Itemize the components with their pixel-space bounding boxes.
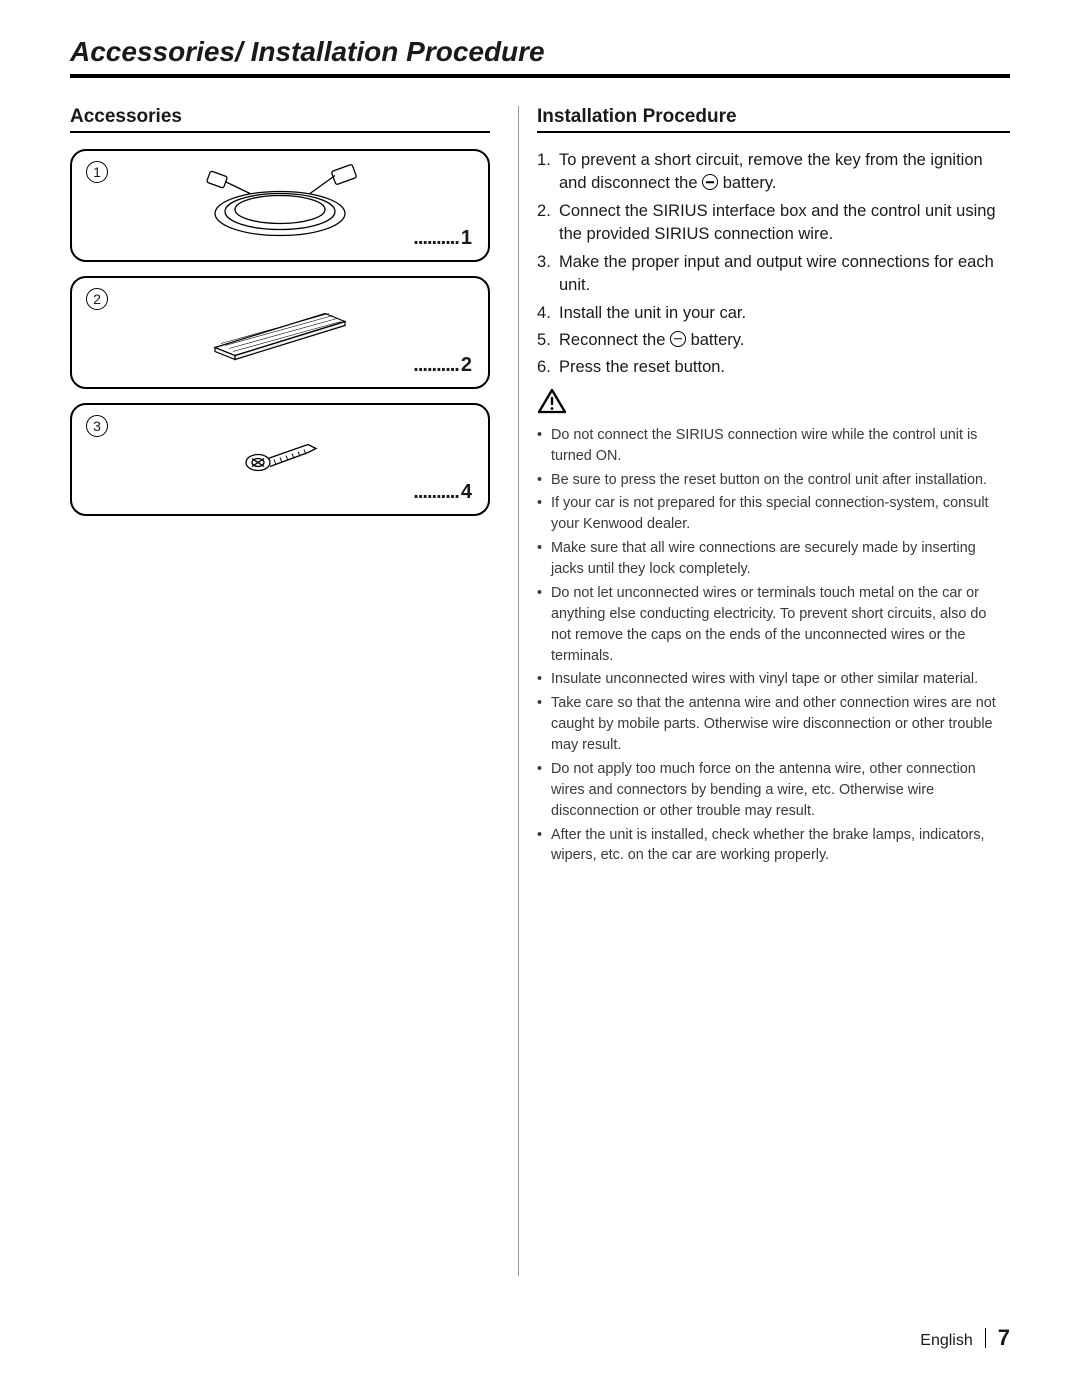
caution-list: Do not connect the SIRIUS connection wir… — [537, 425, 1010, 867]
caution-item: Make sure that all wire connections are … — [537, 538, 1010, 580]
step-item: Connect the SIRIUS interface box and the… — [537, 200, 1010, 247]
footer-divider — [985, 1328, 986, 1348]
step-item: Press the reset button. — [537, 356, 1010, 379]
screw-icon — [230, 432, 330, 487]
step-item: To prevent a short circuit, remove the k… — [537, 149, 1010, 196]
accessory-box: 3 — [70, 403, 490, 516]
accessory-qty: 4 — [413, 481, 472, 504]
cable-icon — [190, 163, 370, 248]
accessories-heading: Accessories — [70, 106, 490, 133]
accessory-index-badge: 2 — [86, 288, 108, 310]
page-footer: English 7 — [920, 1325, 1010, 1351]
manual-page: Accessories/ Installation Procedure Acce… — [0, 0, 1080, 1397]
accessory-box: 2 — [70, 276, 490, 389]
battery-minus-icon — [670, 331, 686, 347]
step-item: Install the unit in your car. — [537, 302, 1010, 325]
accessory-qty: 2 — [413, 354, 472, 377]
accessory-box: 1 1 — [70, 149, 490, 262]
caution-item: Insulate unconnected wires with vinyl ta… — [537, 669, 1010, 690]
warning-icon — [537, 388, 1010, 419]
accessory-index-badge: 1 — [86, 161, 108, 183]
step-text: To prevent a short circuit, remove the k… — [559, 151, 983, 192]
caution-item: If your car is not prepared for this spe… — [537, 493, 1010, 535]
caution-item: Be sure to press the reset button on the… — [537, 470, 1010, 491]
caution-item: Take care so that the antenna wire and o… — [537, 693, 1010, 756]
step-item: Make the proper input and output wire co… — [537, 251, 1010, 298]
caution-item: Do not apply too much force on the anten… — [537, 759, 1010, 822]
step-item: Reconnect the battery. — [537, 329, 1010, 352]
footer-page-number: 7 — [998, 1325, 1010, 1351]
installation-heading: Installation Procedure — [537, 106, 1010, 133]
battery-minus-icon — [702, 174, 718, 190]
two-column-layout: Accessories 1 — [70, 106, 1010, 1276]
page-title: Accessories/ Installation Procedure — [70, 36, 1010, 78]
caution-item: Do not let unconnected wires or terminal… — [537, 583, 1010, 667]
step-text: Reconnect the battery. — [559, 331, 744, 349]
footer-language: English — [920, 1332, 972, 1350]
plate-icon — [195, 295, 365, 370]
accessory-qty: 1 — [413, 227, 472, 250]
caution-item: Do not connect the SIRIUS connection wir… — [537, 425, 1010, 467]
accessory-index-badge: 3 — [86, 415, 108, 437]
caution-item: After the unit is installed, check wheth… — [537, 825, 1010, 867]
installation-steps: To prevent a short circuit, remove the k… — [537, 149, 1010, 380]
accessories-column: Accessories 1 — [70, 106, 490, 1276]
installation-column: Installation Procedure To prevent a shor… — [518, 106, 1010, 1276]
